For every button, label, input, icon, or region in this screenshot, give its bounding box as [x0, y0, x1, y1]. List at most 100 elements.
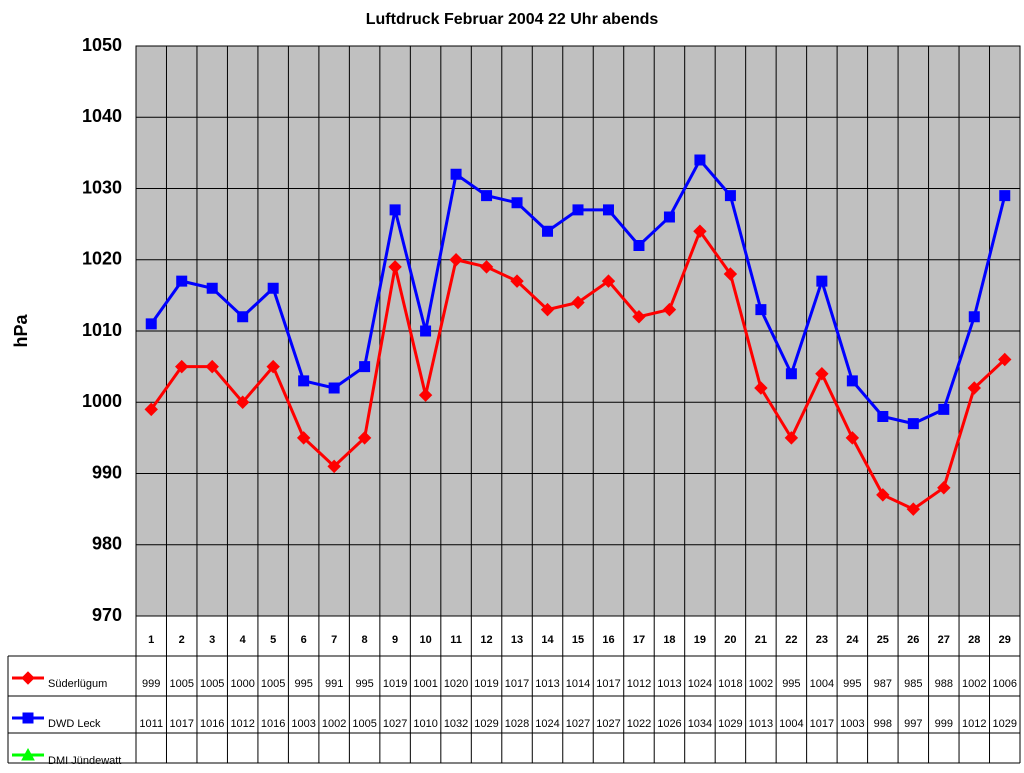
- marker: [420, 325, 432, 337]
- table-value: 985: [904, 678, 922, 690]
- marker: [511, 197, 523, 209]
- table-value: 1017: [596, 678, 620, 690]
- table-value: 1018: [718, 678, 742, 690]
- x-tick-label: 27: [938, 634, 950, 646]
- table-value: 1012: [230, 718, 254, 730]
- table-value: 1013: [535, 678, 559, 690]
- table-value: 1028: [505, 718, 529, 730]
- marker: [449, 253, 463, 267]
- x-tick-label: 20: [724, 634, 736, 646]
- marker: [175, 359, 189, 374]
- table-value: 1005: [200, 678, 224, 690]
- y-tick-label: 1050: [82, 35, 122, 55]
- marker: [298, 375, 310, 387]
- legend-marker: [22, 712, 34, 724]
- y-tick-label: 980: [92, 534, 122, 554]
- table-value: 998: [874, 718, 892, 730]
- table-value: 1017: [810, 718, 834, 730]
- marker: [572, 204, 584, 216]
- legend-label: Süderlügum: [48, 678, 107, 690]
- marker: [144, 402, 158, 417]
- table-value: 999: [142, 678, 160, 690]
- x-tick-label: 7: [331, 634, 337, 646]
- x-tick-label: 3: [209, 634, 215, 646]
- table-value: 1027: [566, 718, 590, 730]
- marker: [359, 361, 371, 373]
- table-value: 1013: [749, 718, 773, 730]
- marker: [479, 260, 494, 274]
- table-value: 1020: [444, 678, 468, 690]
- table-value: 1017: [169, 718, 193, 730]
- marker: [481, 190, 493, 202]
- marker: [266, 359, 280, 374]
- x-tick-label: 24: [846, 634, 859, 646]
- marker: [235, 395, 250, 409]
- table-value: 1004: [779, 718, 803, 730]
- marker: [968, 311, 980, 323]
- y-tick-label: 1000: [82, 391, 122, 411]
- marker: [938, 403, 950, 415]
- x-tick-label: 22: [785, 634, 797, 646]
- marker: [999, 190, 1011, 202]
- table-value: 1019: [474, 678, 498, 690]
- marker: [328, 382, 340, 394]
- table-value: 995: [782, 678, 800, 690]
- y-tick-label: 1030: [82, 177, 122, 197]
- table-value: 997: [904, 718, 922, 730]
- table-value: 1005: [352, 718, 376, 730]
- x-tick-label: 16: [602, 634, 614, 646]
- table-value: 1016: [200, 718, 224, 730]
- table-value: 1029: [993, 718, 1017, 730]
- marker: [815, 367, 829, 381]
- table-value: 1005: [261, 678, 285, 690]
- chart-title: Luftdruck Februar 2004 22 Uhr abends: [366, 11, 659, 28]
- marker: [967, 381, 981, 395]
- table-value: 1026: [657, 718, 681, 730]
- marker: [176, 275, 188, 287]
- table-value: 1010: [413, 718, 437, 730]
- x-tick-label: 26: [907, 634, 919, 646]
- table-value: 1000: [230, 678, 254, 690]
- table-value: 1016: [261, 718, 285, 730]
- table-value: 1012: [962, 718, 986, 730]
- legend-label: DWD Leck: [48, 718, 101, 730]
- table-value: 1003: [840, 718, 864, 730]
- marker: [998, 352, 1012, 367]
- x-tick-label: 14: [541, 634, 554, 646]
- x-tick-label: 18: [663, 634, 675, 646]
- legend-marker: [21, 671, 35, 685]
- table-value: 988: [935, 678, 953, 690]
- legend-label: DMI Jündewatt: [48, 755, 121, 767]
- marker: [723, 267, 738, 281]
- marker: [846, 375, 858, 387]
- x-tick-label: 29: [999, 634, 1011, 646]
- table-value: 1027: [383, 718, 407, 730]
- x-tick-label: 8: [362, 634, 368, 646]
- table-value: 1032: [444, 718, 468, 730]
- marker: [877, 411, 889, 422]
- marker: [418, 388, 433, 402]
- y-axis-label: hPa: [11, 314, 31, 348]
- y-tick-label: 1040: [82, 106, 122, 126]
- marker: [571, 295, 585, 310]
- table-value: 1002: [962, 678, 986, 690]
- marker: [388, 260, 402, 274]
- marker: [755, 304, 767, 316]
- marker: [450, 168, 462, 180]
- table-value: 1005: [169, 678, 193, 690]
- x-tick-label: 28: [968, 634, 980, 646]
- marker: [267, 282, 279, 294]
- marker: [693, 224, 707, 238]
- table-value: 1024: [688, 678, 712, 690]
- table-value: 995: [294, 678, 312, 690]
- marker: [662, 302, 677, 317]
- marker: [357, 431, 372, 445]
- table-value: 995: [355, 678, 373, 690]
- marker: [510, 274, 524, 288]
- x-tick-label: 2: [179, 634, 185, 646]
- marker: [206, 282, 218, 294]
- marker: [542, 225, 554, 237]
- marker: [237, 311, 249, 323]
- table-value: 1019: [383, 678, 407, 690]
